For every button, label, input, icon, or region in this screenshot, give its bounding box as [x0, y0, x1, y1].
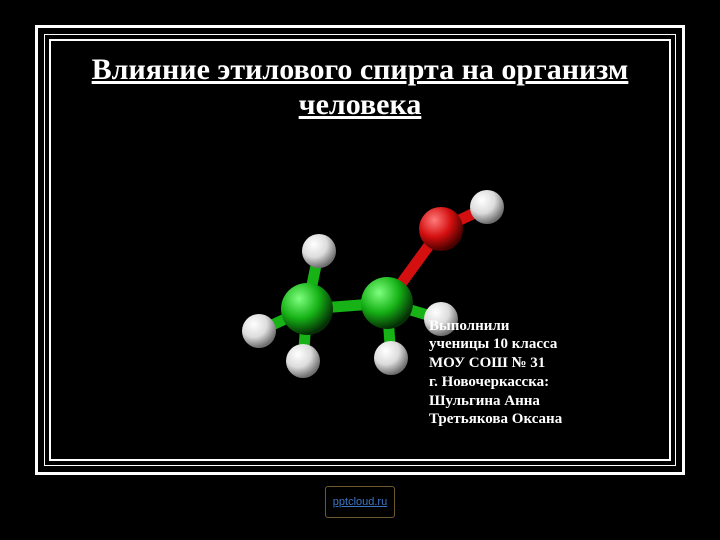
atom-H	[470, 190, 504, 224]
slide-mid-frame: Влияние этилового спирта на организм чел…	[44, 34, 676, 466]
credits-line: г. Новочеркасска:	[429, 373, 639, 392]
credits-block: Выполнилиученицы 10 классаМОУ СОШ № 31г.…	[429, 317, 639, 430]
slide-outer-frame: Влияние этилового спирта на организм чел…	[35, 25, 685, 475]
credits-line: Третьякова Оксана	[429, 410, 639, 429]
slide-title: Влияние этилового спирта на организм чел…	[71, 53, 649, 122]
atom-C	[361, 277, 413, 329]
credits-line: Выполнили	[429, 317, 639, 336]
atom-H	[242, 314, 276, 348]
slide-inner-frame: Влияние этилового спирта на организм чел…	[49, 39, 671, 461]
credits-line: Шульгина Анна	[429, 392, 639, 411]
pptcloud-link-button[interactable]: pptcloud.ru	[325, 486, 395, 518]
atom-H	[286, 344, 320, 378]
credits-line: ученицы 10 класса	[429, 335, 639, 354]
atom-C	[281, 283, 333, 335]
atom-O	[419, 207, 463, 251]
atom-H	[374, 341, 408, 375]
credits-line: МОУ СОШ № 31	[429, 354, 639, 373]
atom-H	[302, 234, 336, 268]
